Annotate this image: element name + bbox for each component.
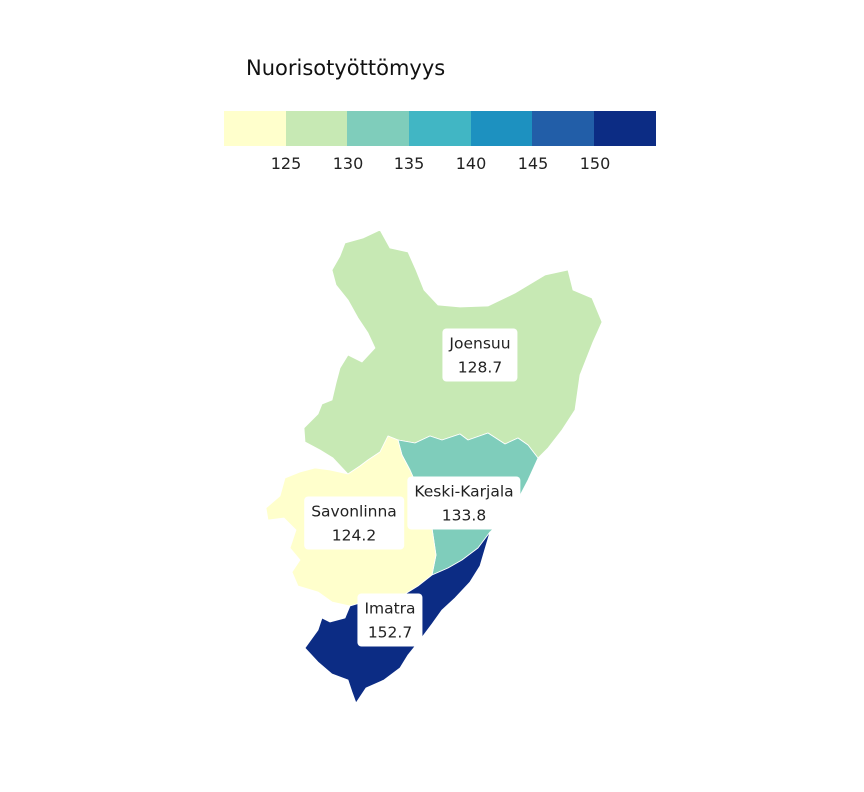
legend-tick: 125 xyxy=(270,154,302,173)
legend-swatch xyxy=(470,111,533,146)
region-name: Savonlinna xyxy=(311,502,397,521)
legend-tick: 150 xyxy=(579,154,611,173)
region-label-joensuu: Joensuu 128.7 xyxy=(442,328,518,382)
region-name: Imatra xyxy=(364,599,416,618)
legend-tick: 130 xyxy=(332,154,364,173)
region-name: Keski-Karjala xyxy=(414,482,514,501)
region-label-imatra: Imatra 152.7 xyxy=(357,593,423,647)
region-value: 133.8 xyxy=(441,506,487,525)
legend-swatch xyxy=(532,111,595,146)
region-label-keski-karjala: Keski-Karjala 133.8 xyxy=(407,476,521,530)
legend-swatch xyxy=(285,111,348,146)
region-value: 152.7 xyxy=(367,623,413,642)
legend-swatch xyxy=(347,111,410,146)
legend-title: Nuorisotyöttömyys xyxy=(246,56,446,80)
region-value: 124.2 xyxy=(331,526,377,545)
legend-swatch xyxy=(409,111,471,146)
legend-tick: 145 xyxy=(517,154,549,173)
legend-color-bar xyxy=(224,111,656,146)
legend-tick: 135 xyxy=(393,154,425,173)
region-name: Joensuu xyxy=(449,334,511,353)
legend-tick: 140 xyxy=(455,154,487,173)
legend-swatch xyxy=(594,111,656,146)
region-label-savonlinna: Savonlinna 124.2 xyxy=(304,496,404,550)
region-value: 128.7 xyxy=(457,358,503,377)
legend-swatch xyxy=(224,111,286,146)
